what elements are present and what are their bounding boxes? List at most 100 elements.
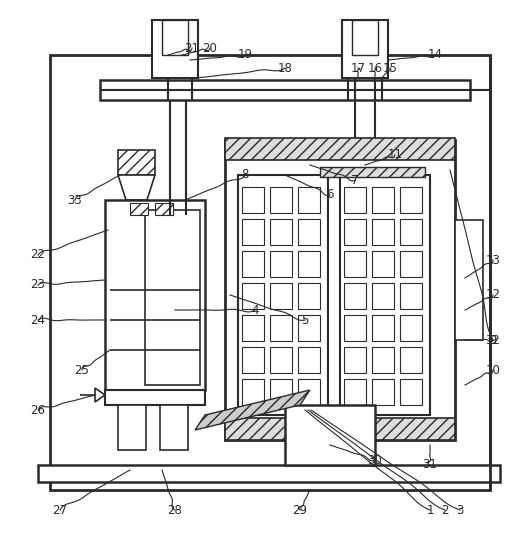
Text: 28: 28	[167, 503, 182, 516]
Bar	[400, 187, 422, 213]
Text: 16: 16	[368, 61, 382, 74]
Text: 13: 13	[485, 254, 500, 267]
Bar	[130, 203, 148, 215]
Bar	[242, 347, 264, 373]
Bar	[372, 283, 394, 309]
Bar	[344, 251, 366, 277]
Bar	[372, 219, 394, 245]
Polygon shape	[95, 388, 105, 402]
Bar	[372, 187, 394, 213]
Bar	[242, 283, 264, 309]
Text: 11: 11	[388, 148, 402, 161]
Bar	[38, 465, 500, 482]
Bar	[340, 175, 430, 415]
Text: 32: 32	[485, 333, 500, 346]
Text: 5: 5	[302, 313, 309, 326]
Bar	[344, 219, 366, 245]
Polygon shape	[118, 175, 155, 200]
Bar	[400, 347, 422, 373]
Text: 17: 17	[351, 61, 366, 74]
Bar	[152, 20, 198, 78]
Bar	[270, 347, 292, 373]
Bar	[320, 153, 425, 165]
Bar	[344, 347, 366, 373]
Text: 1: 1	[426, 503, 434, 516]
Bar	[242, 379, 264, 405]
Bar	[105, 390, 205, 405]
Text: 25: 25	[75, 363, 90, 376]
Bar	[242, 219, 264, 245]
Bar	[242, 315, 264, 341]
Bar	[455, 220, 483, 340]
Text: 33: 33	[68, 193, 82, 206]
Text: 14: 14	[428, 48, 442, 61]
Text: 31: 31	[422, 458, 437, 471]
Text: 27: 27	[53, 503, 68, 516]
Bar	[225, 138, 455, 160]
Bar	[298, 347, 320, 373]
Text: 8: 8	[241, 168, 249, 181]
Bar	[270, 219, 292, 245]
Bar	[100, 80, 470, 100]
Bar	[238, 175, 328, 415]
Text: 30: 30	[368, 453, 382, 466]
Polygon shape	[195, 390, 310, 430]
Text: 24: 24	[31, 313, 46, 326]
Bar	[162, 20, 188, 55]
Text: 12: 12	[485, 288, 501, 301]
Bar	[242, 251, 264, 277]
Bar	[298, 251, 320, 277]
Text: 7: 7	[351, 174, 359, 186]
Bar	[270, 379, 292, 405]
Bar	[344, 187, 366, 213]
Bar	[285, 405, 375, 465]
Bar	[400, 315, 422, 341]
Bar	[225, 140, 455, 440]
Text: 20: 20	[203, 41, 218, 54]
Bar	[145, 210, 200, 385]
Bar	[50, 55, 490, 490]
Text: 15: 15	[382, 61, 397, 74]
Bar	[298, 219, 320, 245]
Text: 29: 29	[292, 503, 308, 516]
Bar	[344, 379, 366, 405]
Bar	[400, 251, 422, 277]
Bar	[320, 167, 425, 177]
Text: 3: 3	[456, 503, 464, 516]
Bar	[270, 283, 292, 309]
Bar	[298, 315, 320, 341]
Bar	[270, 187, 292, 213]
Text: 19: 19	[238, 48, 252, 61]
Bar	[342, 20, 388, 78]
Bar	[242, 187, 264, 213]
Bar	[400, 219, 422, 245]
Bar	[400, 379, 422, 405]
Text: 26: 26	[31, 403, 46, 416]
Bar	[225, 418, 455, 440]
Text: 6: 6	[326, 188, 334, 201]
Bar	[118, 150, 155, 175]
Bar	[372, 251, 394, 277]
Bar	[372, 379, 394, 405]
Bar	[372, 347, 394, 373]
Bar	[400, 283, 422, 309]
Bar	[270, 251, 292, 277]
Text: 18: 18	[278, 61, 292, 74]
Bar	[105, 200, 205, 390]
Bar	[352, 20, 378, 55]
Text: 22: 22	[31, 249, 46, 262]
Bar	[270, 315, 292, 341]
Text: 2: 2	[441, 503, 449, 516]
Text: 21: 21	[184, 41, 200, 54]
Bar	[298, 379, 320, 405]
Bar	[155, 203, 173, 215]
Text: 9: 9	[489, 333, 497, 346]
Bar	[298, 187, 320, 213]
Text: 4: 4	[251, 304, 259, 317]
Bar	[160, 405, 188, 450]
Bar	[344, 283, 366, 309]
Text: 10: 10	[485, 363, 500, 376]
Bar	[298, 283, 320, 309]
Bar	[118, 405, 146, 450]
Bar	[344, 315, 366, 341]
